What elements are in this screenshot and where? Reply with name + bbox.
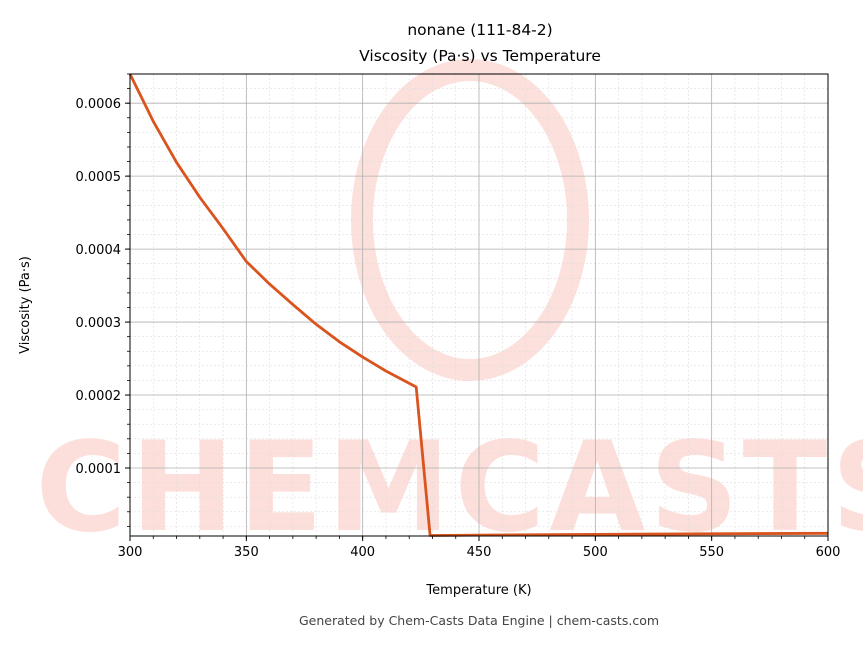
x-tick-label: 500 (583, 545, 608, 560)
x-axis-label: Temperature (K) (425, 583, 531, 598)
y-tick-label: 0.0001 (76, 462, 122, 477)
x-tick-label: 400 (350, 545, 375, 560)
y-tick-label: 0.0003 (76, 316, 122, 331)
chart-title: nonane (111-84-2) (407, 21, 552, 39)
y-tick-label: 0.0002 (76, 389, 122, 404)
y-tick-label: 0.0006 (76, 97, 122, 112)
chemcasts-watermark: CHEMCASTS (35, 59, 863, 560)
x-tick-label: 550 (699, 545, 724, 560)
x-tick-label: 600 (816, 545, 841, 560)
x-tick-label: 450 (467, 545, 492, 560)
chart-subtitle: Viscosity (Pa·s) vs Temperature (359, 47, 601, 65)
x-tick-label: 350 (234, 545, 259, 560)
y-tick-label: 0.0004 (76, 243, 122, 258)
y-tick-label: 0.0005 (76, 170, 122, 185)
y-axis-label: Viscosity (Pa·s) (18, 256, 33, 354)
watermark-text: CHEMCASTS (35, 416, 863, 560)
footer-credit: Generated by Chem-Casts Data Engine | ch… (299, 613, 659, 628)
viscosity-series-line (128, 73, 829, 537)
x-tick-label: 300 (118, 545, 143, 560)
